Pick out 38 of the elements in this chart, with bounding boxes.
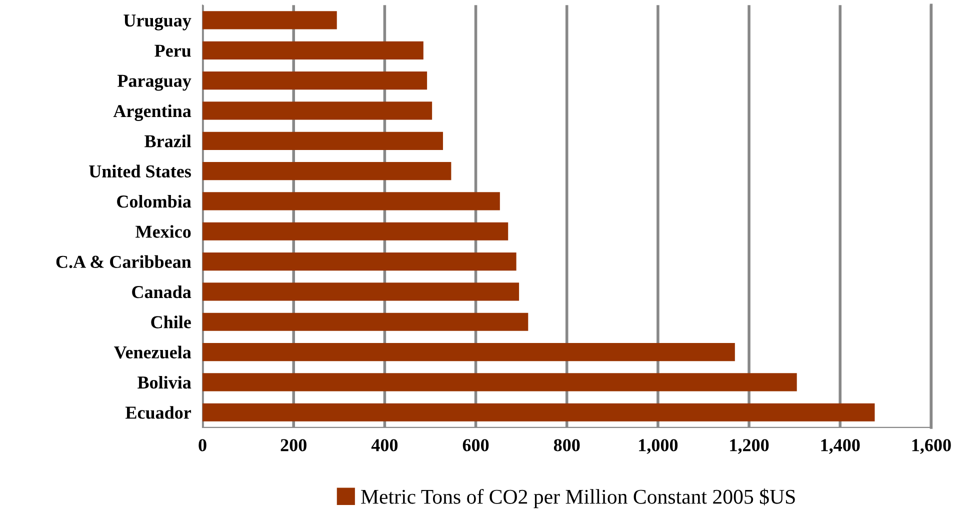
y-tick-label: Peru bbox=[154, 44, 191, 57]
bar bbox=[202, 373, 797, 392]
x-tick-label: 0 bbox=[198, 439, 206, 452]
y-tick-label: Ecuador bbox=[126, 406, 192, 419]
x-tick-label: 1,600 bbox=[912, 439, 951, 454]
y-tick-label: Uruguay bbox=[124, 14, 192, 30]
bar bbox=[202, 132, 443, 150]
x-tick-label: 1,000 bbox=[639, 439, 678, 454]
bar bbox=[202, 72, 428, 90]
y-tick-label: Colombia bbox=[117, 194, 192, 208]
bar bbox=[202, 282, 520, 301]
y-tick-label: C.A & Caribbean bbox=[56, 255, 192, 268]
y-tick-label: Paraguay bbox=[117, 74, 192, 91]
y-tick-label: Brazil bbox=[144, 134, 192, 148]
bar bbox=[202, 192, 500, 210]
bar bbox=[202, 102, 432, 120]
y-tick-label: Canada bbox=[132, 285, 192, 298]
x-tick-label: 600 bbox=[462, 439, 489, 452]
y-tick-label: Chile bbox=[151, 316, 191, 328]
x-tick-label: 800 bbox=[554, 439, 580, 452]
y-tick-label: Venezuela bbox=[114, 346, 192, 359]
x-tick-label: 1,400 bbox=[821, 439, 860, 454]
y-tick-label: Bolivia bbox=[138, 376, 192, 389]
y-tick-label: Argentina bbox=[113, 104, 192, 121]
bar bbox=[202, 222, 508, 240]
bar bbox=[202, 403, 875, 422]
x-tick-label: 1,200 bbox=[730, 439, 769, 454]
bar bbox=[202, 11, 337, 30]
x-tick-label: 400 bbox=[371, 439, 398, 452]
bar bbox=[202, 252, 516, 271]
bar bbox=[202, 312, 528, 331]
legend-label: Metric Tons of CO2 per Million Constant 2005 $US bbox=[361, 488, 795, 508]
bar bbox=[202, 342, 735, 362]
bar bbox=[202, 162, 452, 180]
bar bbox=[202, 41, 424, 60]
y-tick-label: Mexico bbox=[136, 225, 191, 238]
y-tick-label: United States bbox=[89, 164, 191, 178]
x-tick-label: 200 bbox=[280, 439, 306, 452]
